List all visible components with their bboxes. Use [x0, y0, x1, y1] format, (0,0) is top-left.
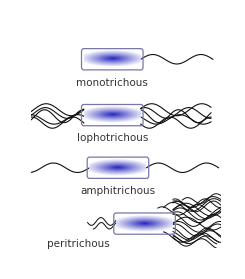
Text: amphitrichous: amphitrichous [80, 186, 156, 196]
Text: lophotrichous: lophotrichous [77, 133, 148, 143]
Text: monotrichous: monotrichous [76, 78, 148, 88]
Text: peritrichous: peritrichous [47, 239, 110, 249]
